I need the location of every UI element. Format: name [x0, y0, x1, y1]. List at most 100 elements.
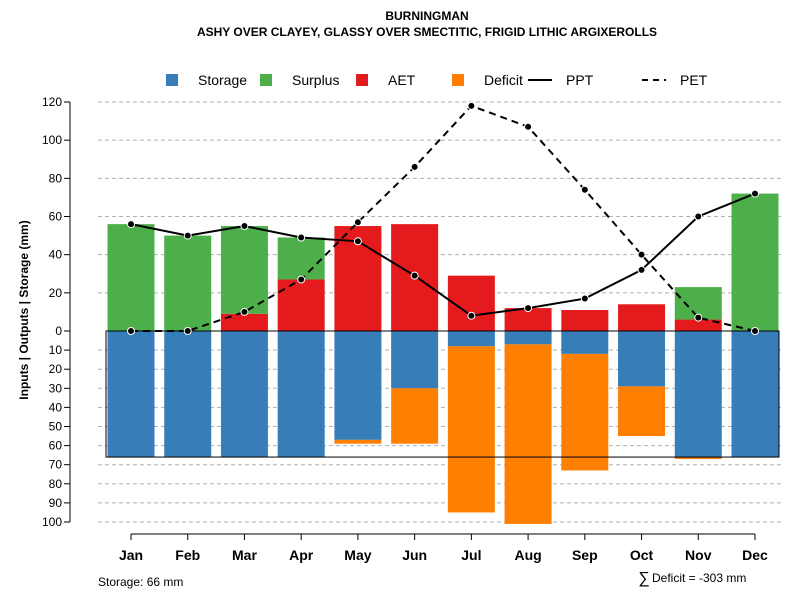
legend-label-deficit: Deficit [484, 72, 523, 88]
deficit-bar [334, 439, 382, 444]
deficit-bar [391, 388, 439, 444]
ppt-point [353, 237, 362, 246]
pet-point [127, 327, 135, 335]
x-tick-label: Jun [402, 547, 427, 563]
ppt-line [130, 192, 756, 317]
pet-point [467, 101, 476, 110]
x-tick-label: Apr [289, 547, 314, 563]
deficit-bar [674, 457, 722, 459]
x-tick-label: Aug [514, 547, 541, 563]
y-tick-label: 80 [49, 171, 63, 185]
y-tick-label: 40 [49, 248, 63, 262]
ppt-point [637, 265, 646, 274]
y-tick-label: 0 [55, 324, 62, 338]
x-tick-label: Nov [685, 547, 712, 563]
x-tick-label: Feb [175, 547, 200, 563]
series-lines [127, 101, 759, 335]
aet-bar [674, 319, 722, 331]
ppt-point [467, 311, 476, 320]
ppt-point [297, 233, 306, 242]
pet-point [751, 327, 759, 335]
ppt-point [183, 231, 192, 240]
storage-bar [391, 331, 439, 389]
ppt-point [580, 294, 589, 303]
ppt-point [240, 222, 249, 231]
axes-group: 0 20 40 60 80 100 120 10 20 30 40 50 60 70 80 90 100 Jan F… [42, 95, 768, 563]
surplus-bar [731, 193, 779, 331]
y-tick-label: 100 [42, 133, 62, 147]
deficit-bar [561, 353, 609, 471]
legend-label-ppt: PPT [566, 72, 594, 88]
y-tick-label: 20 [49, 362, 63, 376]
storage-bar [164, 331, 212, 458]
storage-capacity-box [105, 330, 780, 458]
surplus-bar [164, 235, 212, 331]
storage-bar [277, 331, 325, 458]
grid-lines [98, 101, 782, 523]
pet-point [240, 307, 249, 316]
x-tick-label: Mar [232, 547, 257, 563]
y-tick-label: 10 [49, 343, 63, 357]
legend-label-surplus: Surplus [292, 72, 339, 88]
legend-swatch-surplus [260, 74, 272, 86]
deficit-note: Deficit = -303 mm [652, 571, 746, 585]
chart-title: BURNINGMAN [385, 9, 468, 23]
legend-label-aet: AET [388, 72, 416, 88]
y-tick-label: 120 [42, 95, 62, 109]
y-tick-label: 30 [49, 381, 63, 395]
aet-bar [504, 308, 552, 331]
deficit-sum-symbol: ∑ [638, 570, 649, 587]
y-tick-label: 60 [49, 210, 63, 224]
y-tick-label: 90 [49, 496, 63, 510]
legend-label-storage: Storage [198, 72, 247, 88]
y-tick-label: 60 [49, 439, 63, 453]
legend-label-pet: PET [680, 72, 708, 88]
ppt-point [127, 220, 135, 229]
legend-swatch-storage [166, 74, 178, 86]
storage-bar [561, 331, 609, 354]
surplus-bar [220, 226, 268, 314]
storage-note: Storage: 66 mm [98, 575, 183, 589]
legend-swatch-deficit [452, 74, 464, 86]
ppt-point [524, 304, 533, 313]
storage-bar [731, 331, 779, 458]
y-tick-label: 20 [49, 286, 63, 300]
x-tick-label: May [344, 547, 371, 563]
pet-point [637, 250, 646, 259]
deficit-bar [618, 386, 666, 437]
chart-legend: Storage Surplus AET Deficit PPT PET [166, 72, 708, 88]
aet-bar [277, 279, 325, 331]
chart-subtitle: ASHY OVER CLAYEY, GLASSY OVER SMECTITIC,… [197, 25, 657, 39]
storage-bar [107, 331, 155, 458]
y-tick-label: 40 [49, 400, 63, 414]
surplus-bar [277, 237, 325, 280]
pet-point [580, 185, 589, 194]
storage-bar [504, 331, 552, 345]
y-tick-label: 80 [49, 477, 63, 491]
storage-bar [447, 331, 495, 347]
aet-bar [618, 304, 666, 331]
pet-point [297, 275, 306, 284]
ppt-point [410, 271, 419, 280]
storage-bar [220, 331, 268, 458]
y-axis-label: Inputs | Outputs | Storage (mm) [17, 220, 31, 399]
storage-bar [334, 331, 382, 440]
storage-bar [674, 331, 722, 458]
ppt-point [751, 189, 759, 198]
x-tick-label: Oct [630, 547, 654, 563]
storage-bar [618, 331, 666, 387]
y-tick-label: 70 [49, 458, 63, 472]
x-tick-label: Jul [461, 547, 481, 563]
aet-bar [447, 275, 495, 331]
aet-bar [561, 310, 609, 331]
legend-swatch-aet [356, 74, 368, 86]
bars-group [105, 193, 780, 524]
pet-point [183, 327, 192, 335]
deficit-bar [504, 344, 552, 524]
surplus-bar [107, 224, 155, 331]
ppt-point [694, 212, 703, 221]
x-tick-label: Sep [572, 547, 598, 563]
pet-point [524, 122, 533, 131]
deficit-bar [447, 346, 495, 513]
